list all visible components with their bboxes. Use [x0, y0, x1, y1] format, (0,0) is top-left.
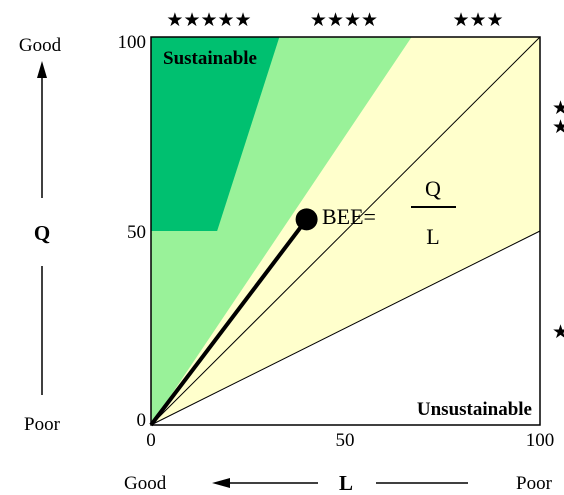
- right-star: ★: [552, 117, 564, 138]
- unsustainable-label: Unsustainable: [417, 399, 532, 420]
- rank-s-stars: ★★★★★: [166, 10, 251, 31]
- q-tick-label: 0: [137, 410, 147, 431]
- region-rank-s: [151, 37, 280, 231]
- boundary-line-diagonal: [150, 36, 541, 426]
- l-poor-label: Poor: [516, 473, 553, 494]
- q-good-label: Good: [19, 35, 62, 56]
- q-axis-label: Q: [34, 221, 50, 245]
- sustainable-label: Sustainable: [163, 48, 257, 69]
- plot-frame: [150, 36, 541, 426]
- q-poor-label: Poor: [24, 414, 61, 435]
- l-tick-label: 0: [146, 430, 156, 451]
- boundary-line-lower: [150, 230, 541, 426]
- right-star: ★: [552, 98, 564, 119]
- bee-value-point: [295, 208, 318, 231]
- bee-formula-denominator: L: [426, 224, 439, 249]
- l-tick-label: 100: [526, 430, 555, 451]
- rank-b-stars: ★★★: [452, 10, 503, 31]
- q-tick-label: 50: [127, 222, 146, 243]
- bee-formula-prefix: BEE=: [322, 204, 376, 229]
- right-star: ★: [552, 322, 564, 343]
- l-good-label: Good: [124, 473, 167, 494]
- q-tick-label: 100: [118, 32, 147, 53]
- rank-a-stars: ★★★★: [310, 10, 378, 31]
- l-axis-label: L: [339, 471, 353, 495]
- bee-value-line: [149, 218, 309, 427]
- l-arrow-head-icon: [212, 478, 230, 488]
- bee-formula-numerator: Q: [425, 176, 441, 201]
- l-tick-label: 50: [336, 430, 355, 451]
- q-arrow-head-icon: [37, 61, 47, 78]
